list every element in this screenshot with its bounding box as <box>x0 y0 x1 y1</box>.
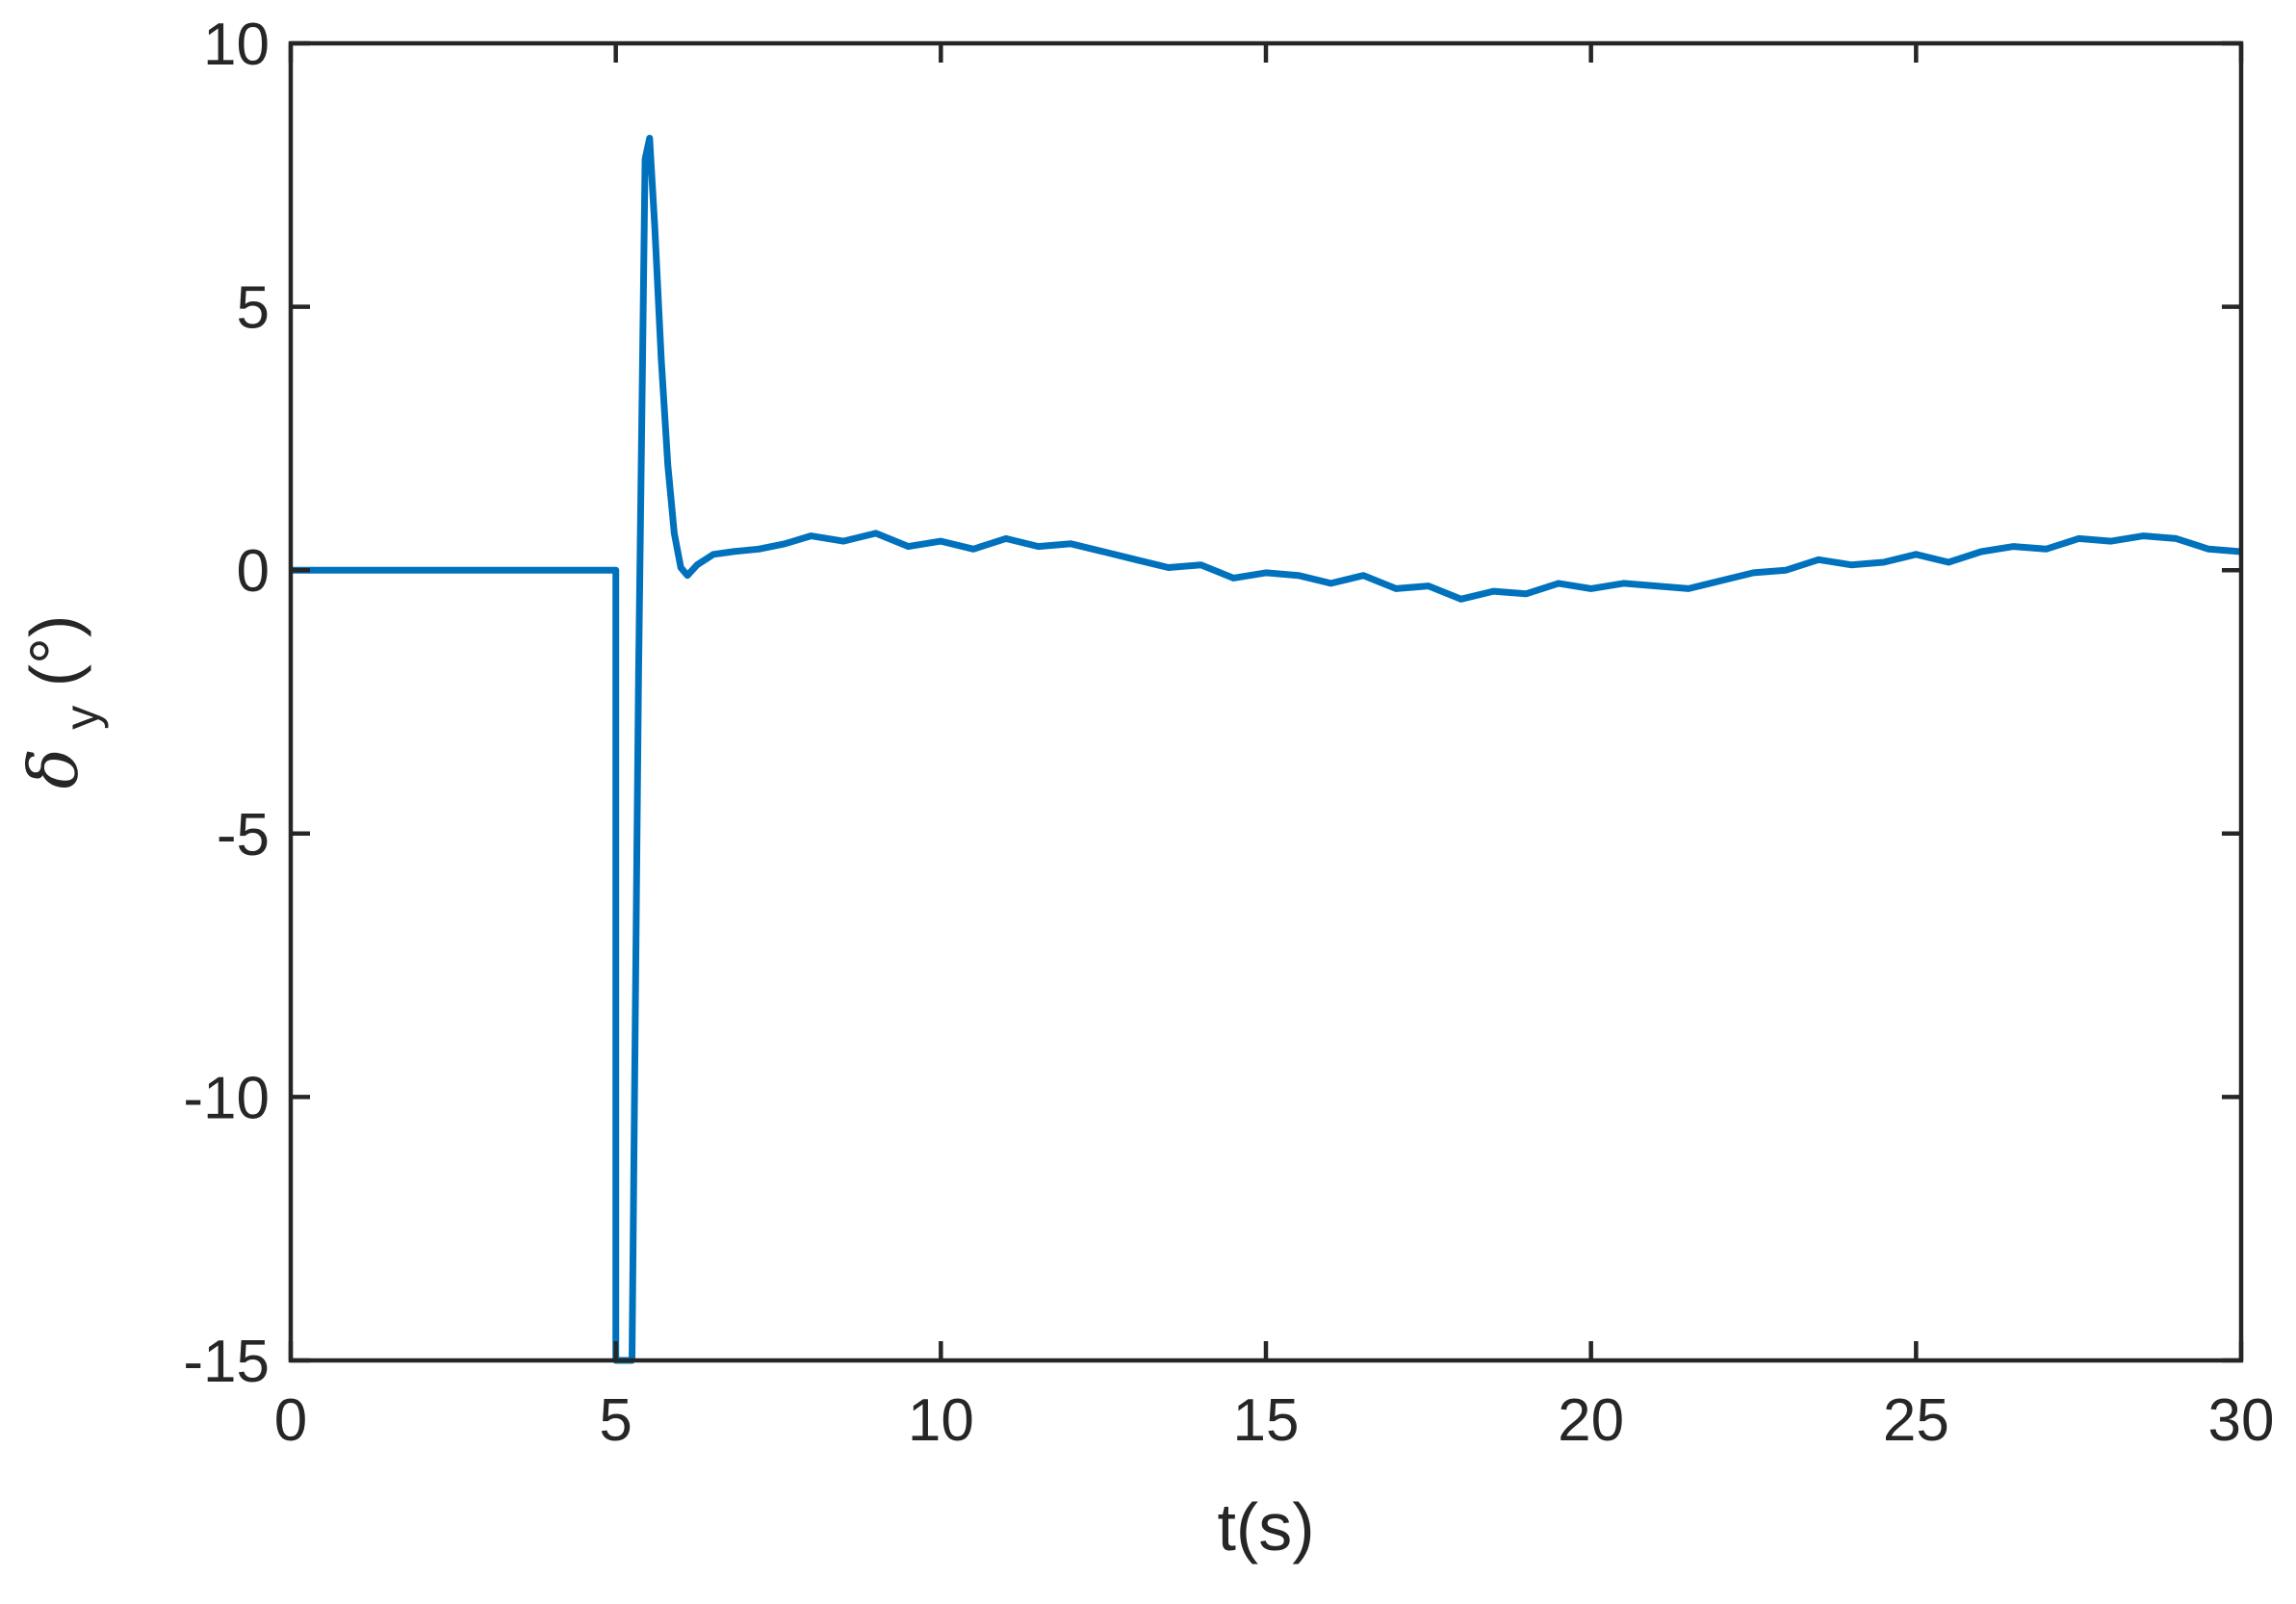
x-axis-label: t(s) <box>1217 1489 1314 1565</box>
y-tick-label: 0 <box>237 538 270 605</box>
y-axis-label: δ y (°) <box>14 615 113 789</box>
x-tick-label: 20 <box>1558 1387 1624 1454</box>
y-tick-label: 5 <box>237 275 270 342</box>
y-axis-label-symbol: δ <box>14 748 93 789</box>
series-line-1 <box>291 135 2242 1364</box>
y-tick-label: -5 <box>217 802 270 868</box>
y-axis-label-subscript: y <box>55 706 109 730</box>
y-axis-label-unit: (°) <box>16 615 91 687</box>
x-tick-label: 15 <box>1233 1387 1300 1454</box>
x-tick-label: 0 <box>274 1387 307 1454</box>
y-tick-label: -10 <box>183 1065 270 1131</box>
y-tick-label: -15 <box>183 1329 270 1395</box>
x-tick-label: 5 <box>599 1387 632 1454</box>
x-tick-label: 30 <box>2208 1387 2275 1454</box>
y-tick-label: 10 <box>203 12 270 78</box>
x-tick-label: 25 <box>1883 1387 1949 1454</box>
x-tick-label: 10 <box>908 1387 974 1454</box>
